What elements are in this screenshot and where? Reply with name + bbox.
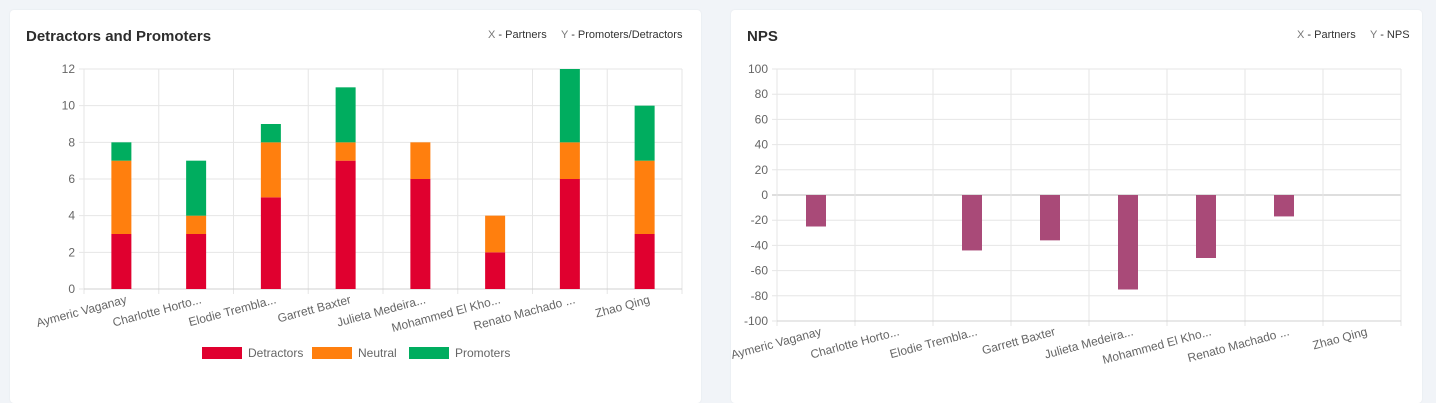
y-tick-label: 10 (62, 99, 76, 113)
card-title: NPS (747, 28, 778, 45)
y-tick-label: -40 (751, 238, 769, 252)
bar (260, 197, 281, 289)
y-tick-label: 40 (755, 138, 769, 152)
bar (111, 142, 132, 161)
y-tick-label: 60 (755, 112, 769, 126)
legend-swatch (202, 347, 242, 359)
bar (111, 160, 132, 234)
y-tick-label: 12 (62, 62, 76, 76)
bar (634, 234, 655, 289)
bar (485, 215, 506, 253)
legend-label: Detractors (248, 346, 303, 360)
bar (186, 160, 207, 216)
y-tick-label: 20 (755, 163, 769, 177)
bar (186, 234, 207, 289)
y-tick-label: 0 (761, 188, 768, 202)
x-tick-label: Elodie Trembla... (888, 324, 979, 361)
nps-card: NPS X - Partners Y - NPS -100 -80 -60 -40 -2… (731, 10, 1422, 403)
y-tick-label: -60 (751, 264, 769, 278)
x-tick-label: Aymeric Vaganay (731, 324, 823, 362)
bar (1274, 195, 1294, 217)
detractors-promoters-card: Detractors and Promoters X - Partners Y … (10, 10, 701, 403)
bar (962, 195, 982, 251)
x-tick-label: Charlotte Horto... (809, 324, 901, 361)
bar (559, 179, 580, 289)
bar (410, 142, 431, 179)
bar (1040, 195, 1060, 241)
y-tick-label: -100 (744, 314, 768, 328)
bar (111, 234, 132, 289)
bar (335, 87, 356, 143)
bar (485, 252, 506, 289)
y-tick-label: 8 (68, 135, 75, 149)
bar (559, 69, 580, 143)
y-tick-label: 80 (755, 87, 769, 101)
card-title: Detractors and Promoters (26, 28, 212, 45)
y-tick-label: 0 (68, 282, 75, 296)
y-tick-label: 100 (748, 62, 768, 76)
y-tick-label: -80 (751, 289, 769, 303)
y-axis-note: Y - NPS (1370, 29, 1410, 41)
bar (806, 195, 826, 227)
bar (186, 215, 207, 234)
bar (634, 160, 655, 234)
bar (634, 105, 655, 161)
bar (410, 179, 431, 289)
x-axis-note: X - Partners (488, 29, 547, 41)
legend-swatch (312, 347, 352, 359)
bar (1196, 195, 1216, 258)
y-tick-label: 6 (68, 172, 75, 186)
x-tick-label: Zhao Qing (1311, 324, 1369, 352)
x-tick-label: Zhao Qing (594, 292, 652, 320)
bar (1118, 195, 1138, 290)
x-axis-note: X - Partners (1297, 29, 1356, 41)
y-tick-label: 4 (68, 209, 75, 223)
y-tick-label: 2 (68, 245, 75, 259)
y-tick-label: -20 (751, 213, 769, 227)
bar (335, 142, 356, 161)
bar (559, 142, 580, 179)
legend-label: Neutral (358, 346, 397, 360)
nps-bar-chart: -100 -80 -60 -40 -20 0 20 40 60 80 100 Aymeric Vaga… (731, 62, 1402, 367)
bar (335, 160, 356, 289)
bar (260, 124, 281, 143)
legend-label: Promoters (455, 346, 510, 360)
legend-swatch (409, 347, 449, 359)
y-axis-note: Y - Promoters/Detractors (561, 29, 683, 41)
bar (260, 142, 281, 198)
